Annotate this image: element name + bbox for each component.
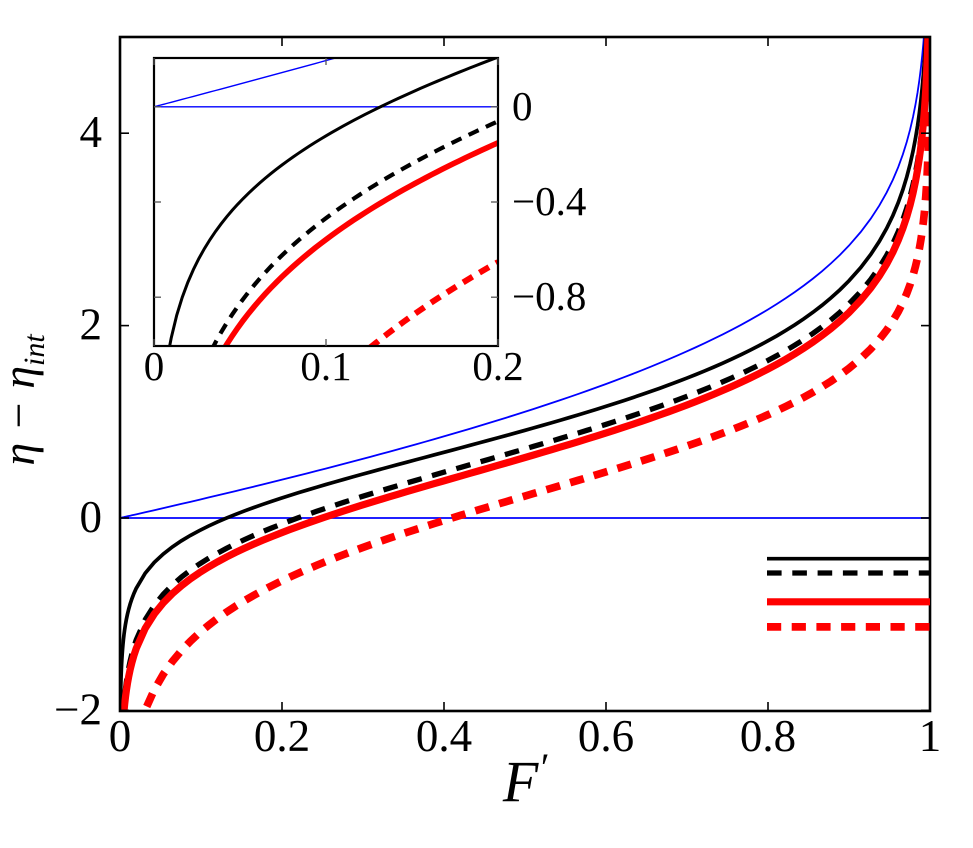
svg-text:2: 2 (80, 300, 103, 350)
svg-text:0.2: 0.2 (472, 343, 523, 389)
svg-text:0.1: 0.1 (300, 343, 351, 389)
svg-text:−2: −2 (54, 684, 102, 734)
svg-text:1: 1 (919, 711, 942, 761)
svg-text:0: 0 (512, 83, 533, 129)
svg-text:0.6: 0.6 (578, 711, 634, 761)
svg-text:0: 0 (80, 492, 103, 542)
svg-text:0.4: 0.4 (416, 711, 472, 761)
svg-text:0: 0 (109, 711, 132, 761)
svg-text:0.2: 0.2 (254, 711, 310, 761)
svg-text:−0.4: −0.4 (512, 178, 586, 224)
svg-text:−0.8: −0.8 (512, 273, 586, 319)
svg-text:0: 0 (144, 343, 165, 389)
svg-text:0.8: 0.8 (740, 711, 796, 761)
svg-text:4: 4 (80, 107, 103, 157)
